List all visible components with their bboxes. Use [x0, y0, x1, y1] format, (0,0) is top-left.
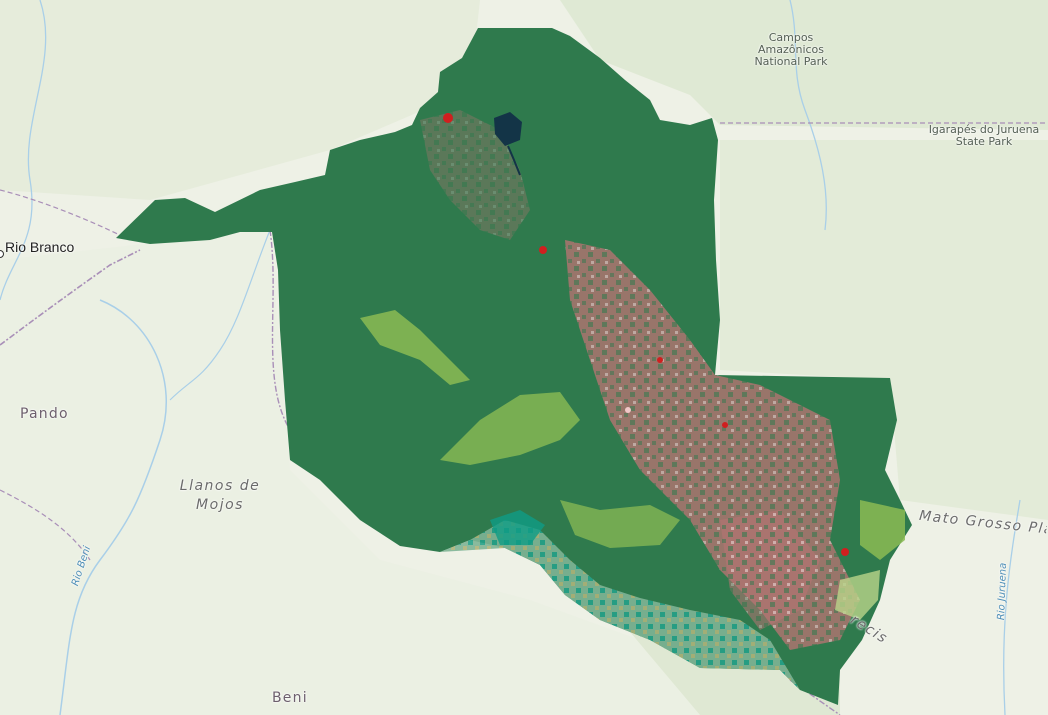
land-cover-water[interactable]	[494, 112, 522, 146]
region-label-pando: Pando	[20, 406, 69, 422]
land-cover-urban[interactable]	[539, 246, 547, 254]
land-cover-urban[interactable]	[657, 357, 663, 363]
region-label-beni: Beni	[272, 690, 308, 706]
land-cover-savanna[interactable]	[560, 500, 680, 548]
region-label-llanos: Llanos de Mojos	[179, 478, 261, 513]
border-line	[0, 189, 131, 241]
border-line	[269, 229, 291, 431]
land-cover-pasture[interactable]	[720, 510, 820, 630]
land-cover-savanna[interactable]	[860, 500, 905, 560]
land-cover-urban[interactable]	[625, 407, 631, 413]
land-cover-savanna[interactable]	[835, 570, 880, 620]
terrain-green-patch	[560, 0, 1048, 130]
park-label-campos: Campos Amazônicos National Park	[754, 31, 828, 68]
land-cover-wetland[interactable]	[490, 510, 545, 545]
land-cover-urban[interactable]	[841, 548, 849, 556]
land-cover-urban[interactable]	[443, 113, 453, 123]
terrain-green-patch	[720, 140, 1048, 520]
border-line	[789, 679, 841, 715]
land-cover-savanna[interactable]	[440, 392, 580, 465]
river-line	[1003, 499, 1021, 715]
river-label-juruena: Rio Juruena	[996, 562, 1009, 621]
land-cover-water[interactable]	[507, 145, 521, 176]
river-line	[59, 299, 168, 715]
river-line	[789, 0, 827, 231]
terrain-green-patch	[0, 0, 480, 200]
city-dot-icon	[0, 250, 4, 258]
land-cover-urban[interactable]	[722, 422, 728, 428]
terrain-light-patch	[0, 230, 700, 715]
border-line	[0, 249, 141, 346]
land-cover-wetland[interactable]	[440, 520, 800, 690]
river-line	[169, 229, 271, 401]
park-label-igarapes: Igarapés do Juruena State Park	[928, 123, 1040, 148]
river-line	[0, 0, 47, 301]
city-label-rio-branco: Rio Branco	[5, 239, 75, 255]
land-cover-savanna[interactable]	[360, 310, 470, 385]
